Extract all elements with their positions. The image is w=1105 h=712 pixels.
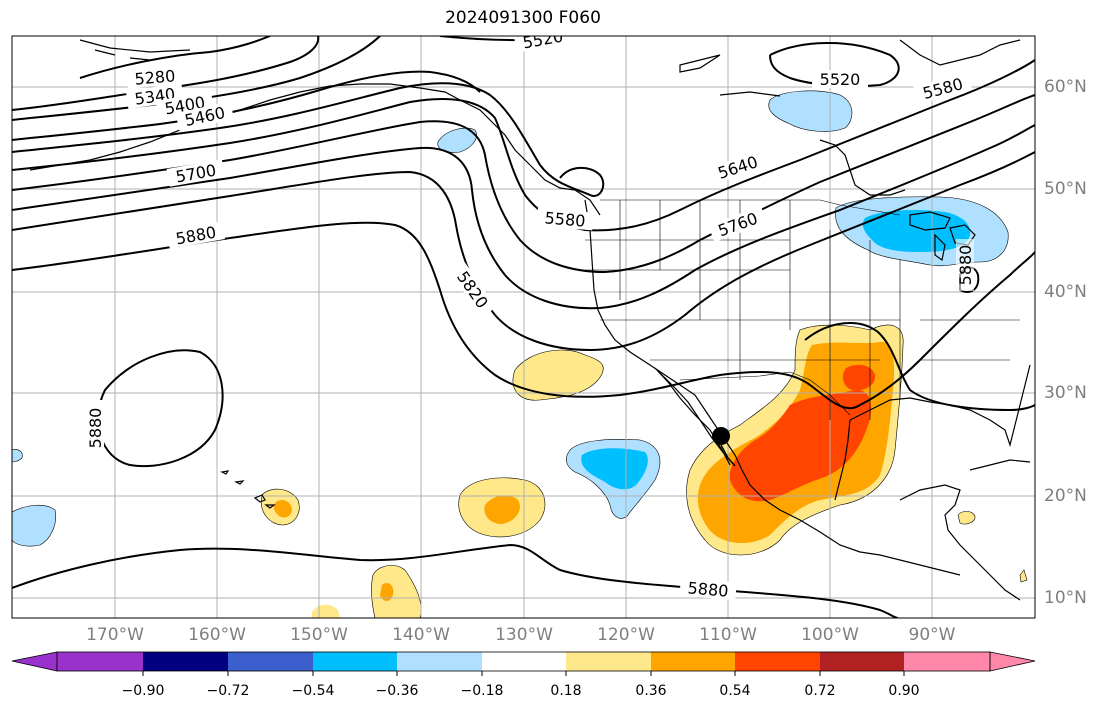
colorbar — [11, 651, 1036, 676]
colorbar-segment — [735, 652, 820, 671]
positive-anomaly-pacific-20n-core — [484, 495, 520, 524]
colorbar-segment — [313, 652, 397, 671]
colorbar-tick-label: 0.54 — [719, 683, 751, 699]
colorbar-segment — [651, 652, 735, 671]
gridlines — [12, 36, 1035, 618]
colorbar-tick-label: −0.54 — [291, 683, 335, 699]
contour-labels: 5280 5340 5400 5460 5520 5520 5580 5580 … — [86, 36, 975, 601]
colorbar-segment — [904, 652, 990, 671]
contour-5400 — [12, 36, 381, 121]
negative-anomaly-great-lakes-core — [862, 210, 971, 252]
contour-5880-closed — [97, 349, 224, 468]
positive-anomaly-caribbean — [1019, 569, 1028, 583]
contour-5760 — [12, 151, 1035, 352]
lon-label: 110°W — [699, 625, 757, 645]
contour-5640 — [12, 94, 1035, 274]
colorbar-tick-label: −0.72 — [206, 683, 250, 699]
anomaly-shading — [12, 90, 1028, 618]
contour-5880-south — [12, 543, 899, 618]
contour-5520 — [12, 82, 605, 197]
lat-label: 40°N — [1044, 282, 1087, 302]
contour-label: 5880 — [86, 408, 105, 449]
colorbar-segment — [57, 652, 143, 671]
lon-label: 170°W — [86, 625, 144, 645]
lon-label: 130°W — [495, 625, 553, 645]
political-borders — [585, 199, 1020, 420]
lon-label: 160°W — [188, 625, 246, 645]
colorbar-segment — [228, 652, 313, 671]
positive-anomaly-central-america — [957, 511, 976, 525]
contour-5700 — [12, 124, 1035, 310]
contour-label: 5280 — [134, 66, 176, 88]
colorbar-segment — [143, 652, 228, 671]
storm-location-marker — [712, 427, 730, 445]
colorbar-extend-high — [989, 651, 1036, 672]
lat-label: 50°N — [1044, 179, 1087, 199]
map-frame — [11, 35, 1036, 619]
colorbar-segment — [820, 652, 904, 671]
contour-5280 — [79, 36, 271, 79]
lon-label: 140°W — [392, 625, 450, 645]
colorbar-tick-label: 0.18 — [550, 683, 582, 699]
storm-marker-tail — [720, 444, 736, 467]
positive-anomaly-south-core — [380, 583, 394, 602]
plot-title: 2024091300 F060 — [445, 8, 601, 28]
positive-anomaly-mexico-red — [729, 389, 872, 502]
lat-label: 20°N — [1044, 486, 1087, 506]
contour-label: 5880 — [687, 578, 729, 600]
positive-anomaly-pacific-30n — [512, 349, 604, 401]
lat-label: 60°N — [1044, 77, 1087, 97]
negative-anomaly-west-edge — [12, 449, 23, 463]
colorbar-segment — [397, 652, 482, 671]
contour-5820 — [12, 221, 1035, 410]
colorbar-segment — [566, 652, 651, 671]
positive-anomaly-texas-red — [842, 364, 876, 391]
lat-label: 30°N — [1044, 383, 1087, 403]
negative-anomaly-west — [12, 504, 56, 547]
negative-anomaly-pacific-core — [581, 448, 648, 490]
colorbar-tick-label: 0.36 — [635, 683, 667, 699]
contour-5460 — [12, 70, 481, 141]
lon-label: 120°W — [597, 625, 655, 645]
colorbar-tick-label: −0.36 — [375, 683, 419, 699]
colorbar-tick-label: 0.90 — [888, 683, 920, 699]
colorbar-tick-label: −0.18 — [460, 683, 504, 699]
contour-5340 — [12, 36, 320, 111]
positive-anomaly-south — [371, 565, 422, 618]
lon-label: 100°W — [801, 625, 859, 645]
lat-label: 10°N — [1044, 588, 1087, 608]
colorbar-segment — [482, 652, 566, 671]
lon-label: 90°W — [908, 625, 956, 645]
contour-5880-ridge — [804, 322, 1035, 412]
contour-label: 5520 — [820, 70, 861, 89]
contour-label: 5580 — [544, 208, 586, 230]
colorbar-tick-label: 0.72 — [804, 683, 836, 699]
negative-anomaly-hudson — [768, 90, 853, 132]
contour-label: 5880 — [956, 245, 975, 286]
colorbar-extend-low — [11, 651, 58, 672]
lon-label: 150°W — [290, 625, 348, 645]
positive-anomaly-hawaii-core — [273, 499, 292, 518]
colorbar-tick-label: −0.90 — [121, 683, 165, 699]
